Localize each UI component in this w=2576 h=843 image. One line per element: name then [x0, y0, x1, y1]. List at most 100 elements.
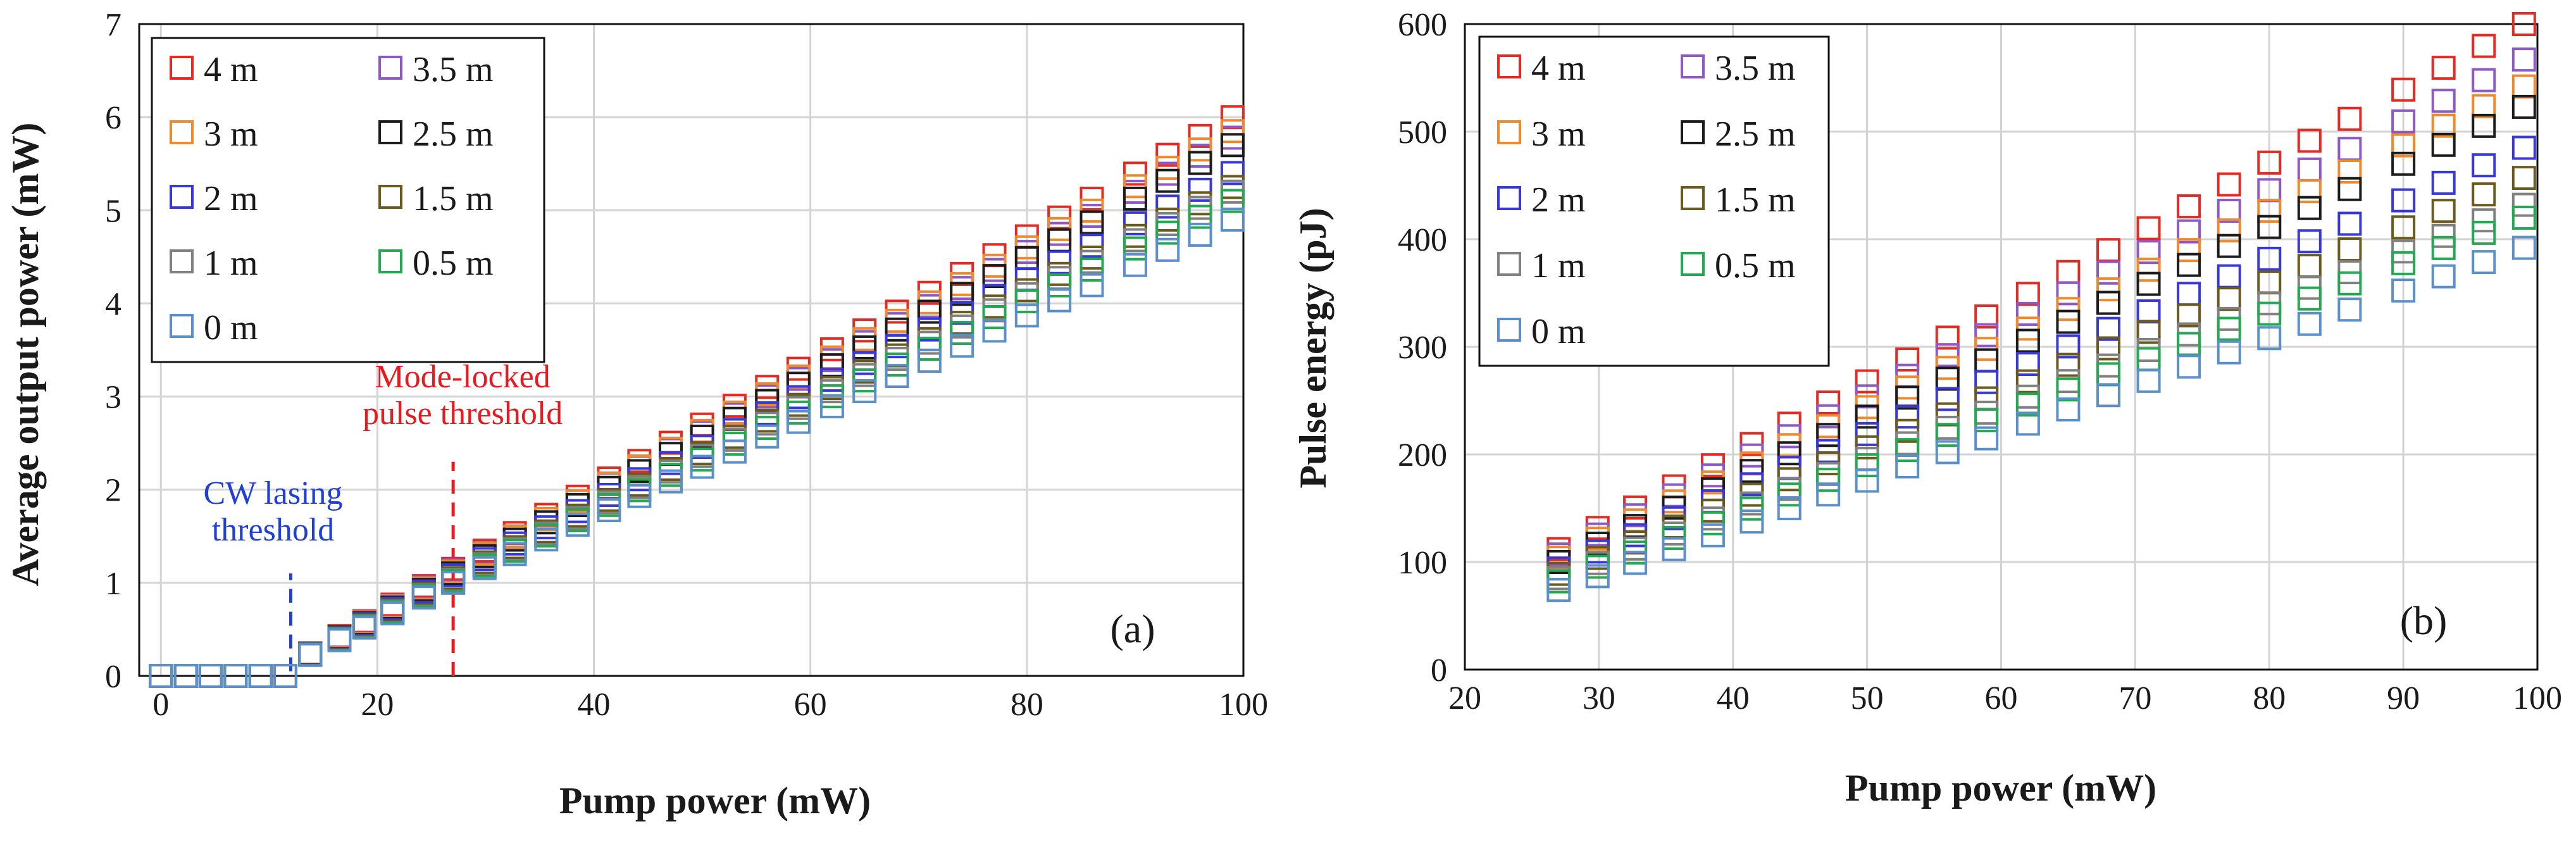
- data-point: [1739, 496, 1764, 521]
- legend-marker: [378, 185, 402, 209]
- data-point: [1895, 431, 1920, 456]
- data-point: [1014, 289, 1039, 313]
- data-point: [2217, 172, 2241, 197]
- data-point: [1546, 578, 1571, 603]
- data-point: [2431, 170, 2456, 195]
- data-point: [2177, 253, 2201, 277]
- data-point: [1935, 402, 1960, 427]
- data-point: [2177, 282, 2201, 306]
- data-point: [786, 409, 811, 434]
- cw-threshold-label: threshold: [212, 512, 335, 548]
- data-point: [1155, 168, 1180, 193]
- a-y-tick-label: 5: [105, 193, 121, 229]
- data-point: [1974, 426, 1999, 451]
- data-point: [1816, 482, 1841, 507]
- b-y-tick-label: 500: [1398, 115, 1447, 151]
- legend-marker: [378, 56, 402, 80]
- data-point: [298, 642, 323, 667]
- b-y-tick-label: 600: [1398, 7, 1447, 43]
- panel-b: 20 30 40 50 60 70 80 90 100 0 100 200 300 400 500 600 4…: [1292, 7, 2562, 809]
- data-point: [2096, 316, 2120, 341]
- data-point: [2096, 362, 2120, 387]
- data-point: [1188, 137, 1212, 162]
- data-point: [2056, 377, 2081, 402]
- data-point: [2177, 303, 2201, 328]
- data-point: [2177, 238, 2201, 263]
- legend-label: 1 m: [204, 244, 258, 283]
- a-x-tick-label: 80: [1011, 687, 1043, 723]
- data-point: [2257, 199, 2282, 223]
- data-point: [1739, 459, 1764, 484]
- b-x-tick-label: 60: [1985, 680, 2018, 716]
- data-point: [2472, 68, 2496, 92]
- data-point: [1220, 208, 1245, 232]
- data-point: [627, 484, 652, 508]
- b-x-tick-label: 50: [1851, 680, 1884, 716]
- data-point: [2217, 287, 2241, 311]
- data-point: [411, 585, 436, 610]
- data-point: [298, 642, 323, 666]
- data-point: [298, 642, 323, 666]
- legend-label: 4 m: [1531, 49, 1586, 88]
- data-point: [472, 556, 497, 580]
- data-point: [223, 664, 248, 688]
- legend-marker: [1497, 318, 1521, 342]
- data-point: [1855, 369, 1879, 394]
- data-point: [273, 664, 297, 688]
- data-point: [1935, 343, 1960, 368]
- b-x-tick-label: 90: [2387, 680, 2420, 716]
- data-point: [819, 394, 844, 418]
- legend-marker: [170, 56, 194, 80]
- data-point: [1220, 189, 1245, 213]
- legend-marker: [170, 314, 194, 338]
- data-point: [2511, 74, 2536, 99]
- data-point: [1662, 489, 1686, 514]
- data-point: [1188, 222, 1212, 247]
- panel-b-y-axis-label: Pulse energy (pJ): [1292, 208, 1334, 488]
- data-point: [2431, 56, 2456, 80]
- legend-label: 1.5 m: [1715, 180, 1796, 220]
- legend-label: 1.5 m: [413, 179, 494, 218]
- data-point: [1123, 236, 1147, 261]
- panel-b-plot-frame: [1464, 23, 2539, 671]
- data-point: [2511, 235, 2536, 260]
- data-point: [1220, 133, 1245, 158]
- data-point: [658, 436, 683, 461]
- data-point: [2015, 282, 2040, 306]
- data-point: [2297, 286, 2322, 311]
- b-x-tick-label: 70: [2119, 680, 2151, 716]
- data-point: [298, 641, 323, 666]
- data-point: [950, 321, 974, 346]
- data-point: [2015, 316, 2040, 341]
- data-point: [1123, 211, 1147, 235]
- data-point: [2297, 128, 2322, 153]
- data-point: [2056, 297, 2081, 322]
- data-point: [1935, 415, 1960, 440]
- data-point: [2297, 196, 2322, 220]
- data-point: [2257, 301, 2282, 326]
- data-point: [950, 334, 974, 358]
- data-point: [1155, 156, 1180, 180]
- data-point: [1816, 439, 1841, 463]
- data-point: [352, 615, 376, 640]
- data-point: [2391, 278, 2416, 303]
- data-point: [852, 378, 877, 403]
- data-point: [1777, 441, 1801, 466]
- a-y-tick-label: 6: [105, 100, 121, 136]
- a-x-tick-label: 0: [152, 687, 169, 723]
- data-point: [2511, 94, 2536, 119]
- data-point: [2431, 113, 2456, 138]
- b-x-tick-label: 20: [1448, 680, 1481, 716]
- data-point: [298, 642, 323, 667]
- data-point: [982, 264, 1007, 289]
- panel-a-points: [149, 105, 1245, 688]
- data-point: [2391, 251, 2416, 275]
- data-point: [2177, 354, 2201, 379]
- data-point: [1080, 273, 1104, 297]
- data-point: [950, 282, 974, 306]
- panel-a-plot-frame: [138, 23, 1245, 677]
- data-point: [2511, 166, 2536, 190]
- data-point: [1895, 404, 1920, 429]
